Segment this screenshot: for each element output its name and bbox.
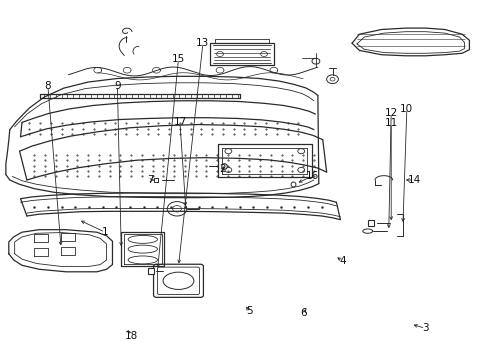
Text: 7: 7 [147,175,154,185]
Text: 8: 8 [44,81,51,91]
Text: 4: 4 [338,256,345,266]
Text: 3: 3 [421,323,428,333]
Text: 9: 9 [114,81,121,91]
Text: 18: 18 [124,330,138,341]
Text: 17: 17 [173,117,186,127]
FancyBboxPatch shape [157,267,199,294]
Text: 2: 2 [219,164,225,174]
Text: 11: 11 [384,118,397,128]
Text: 14: 14 [407,175,421,185]
Text: 13: 13 [196,38,209,48]
Text: 6: 6 [299,308,306,318]
Text: 10: 10 [400,104,412,114]
Text: 5: 5 [245,306,252,316]
Text: 16: 16 [305,171,318,181]
Text: 15: 15 [171,54,185,64]
Text: 12: 12 [384,108,397,118]
Text: 1: 1 [102,227,108,237]
FancyBboxPatch shape [153,264,203,297]
